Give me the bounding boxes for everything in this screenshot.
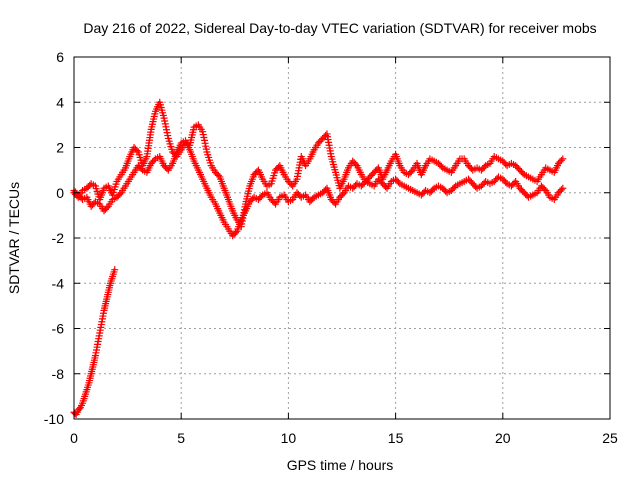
data-point — [559, 184, 567, 192]
x-tick-labels: 0 5 10 15 20 25 — [70, 430, 618, 446]
y-tick-label: -6 — [52, 321, 65, 337]
data-point — [407, 168, 415, 176]
series — [70, 98, 567, 231]
y-tick-label: -4 — [52, 275, 65, 291]
x-tick-label: 15 — [388, 430, 404, 446]
data-point — [257, 193, 265, 201]
data-point — [502, 178, 510, 186]
y-tick-label: -2 — [52, 230, 65, 246]
data-point — [557, 156, 565, 164]
data-point — [232, 229, 240, 237]
chart-title: Day 216 of 2022, Sidereal Day-to-day VTE… — [83, 20, 596, 36]
data-point — [559, 155, 567, 163]
data-point — [519, 169, 527, 177]
x-tick-label: 0 — [70, 430, 78, 446]
data-point — [137, 165, 145, 173]
grid — [74, 57, 610, 419]
data-point — [309, 195, 317, 203]
data-point — [437, 162, 445, 170]
data-point — [116, 190, 124, 198]
data-point — [111, 266, 119, 274]
data-point — [450, 183, 458, 191]
y-tick-label: 4 — [56, 94, 64, 110]
data-point — [150, 156, 158, 164]
y-tick-labels: -10 -8 -6 -4 -2 0 2 4 6 — [44, 49, 64, 427]
data-point — [429, 186, 437, 194]
y-tick-label: 6 — [56, 49, 64, 65]
y-tick-label: 2 — [56, 140, 64, 156]
data-point — [103, 204, 111, 212]
x-tick-label: 25 — [602, 430, 618, 446]
y-tick-label: -10 — [44, 411, 64, 427]
data-point — [133, 147, 141, 155]
x-axis-label: GPS time / hours — [287, 457, 394, 473]
data-point — [540, 185, 548, 193]
series — [70, 266, 119, 418]
data-point — [339, 190, 347, 198]
axis-ticks — [73, 56, 611, 420]
series — [70, 137, 567, 240]
y-axis-label: SDTVAR / TECUs — [6, 182, 22, 294]
data-point — [214, 171, 222, 179]
data-points — [70, 98, 567, 418]
data-point — [480, 163, 488, 171]
y-tick-label: -8 — [52, 366, 65, 382]
x-tick-label: 10 — [281, 430, 297, 446]
x-tick-label: 20 — [495, 430, 511, 446]
data-point — [557, 186, 565, 194]
data-point — [352, 160, 360, 168]
x-tick-label: 5 — [177, 430, 185, 446]
y-tick-label: 0 — [56, 185, 64, 201]
data-point — [394, 178, 402, 186]
